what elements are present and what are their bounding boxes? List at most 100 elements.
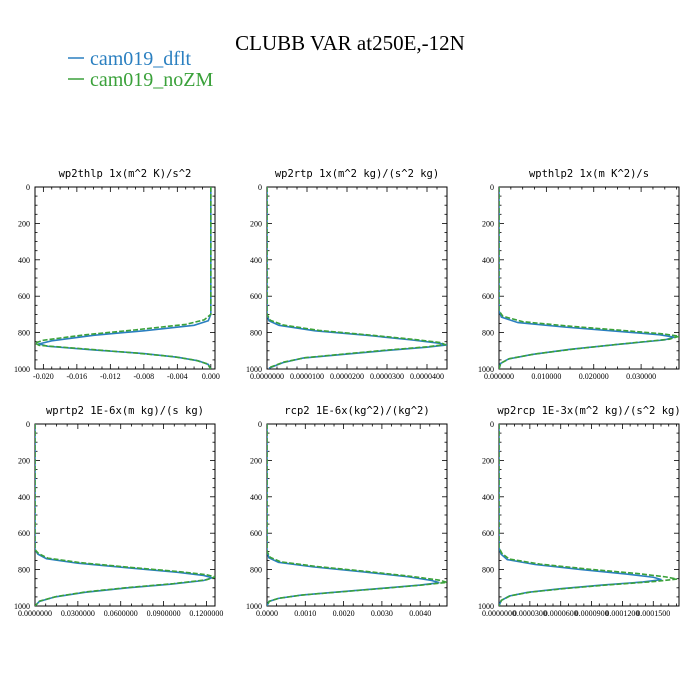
series-line-1-0 xyxy=(267,187,447,369)
y-tick-label-5-2: 400 xyxy=(482,493,494,502)
series-line-0-0 xyxy=(36,187,212,369)
y-tick-label-3-1: 200 xyxy=(18,456,30,465)
x-tick-label-1-1: 0.0000100 xyxy=(290,372,324,381)
y-tick-label-3-5: 1000 xyxy=(14,602,30,611)
y-tick-label-0-1: 200 xyxy=(18,219,30,228)
x-tick-label-5-3: 0.0000900 xyxy=(575,609,609,618)
y-tick-label-4-3: 600 xyxy=(250,529,262,538)
y-tick-label-3-2: 400 xyxy=(18,493,30,502)
y-tick-label-3-4: 800 xyxy=(18,566,30,575)
y-tick-label-4-0: 0 xyxy=(258,420,262,429)
x-tick-label-5-5: 0.0001500 xyxy=(636,609,670,618)
plot-frame-0 xyxy=(34,186,216,370)
x-tick-label-3-0: 0.0000000 xyxy=(18,609,52,618)
panel-title-0: wp2thlp 1x(m^2 K)/s^2 xyxy=(59,168,192,180)
y-tick-label-1-4: 800 xyxy=(250,329,262,338)
series-line-3-0 xyxy=(35,424,215,606)
x-tick-label-3-3: 0.0900000 xyxy=(147,609,181,618)
series-line-5-0 xyxy=(499,424,662,606)
y-tick-label-1-2: 400 xyxy=(250,256,262,265)
y-tick-label-0-4: 800 xyxy=(18,329,30,338)
figure-title: CLUBB VAR at250E,-12N xyxy=(235,31,465,55)
panels: wp2thlp 1x(m^2 K)/s^202004006008001000-0… xyxy=(14,168,681,618)
plot-frame-3 xyxy=(34,423,216,607)
legend-label-0: cam019_dflt xyxy=(90,48,192,70)
panel-title-3: wprtp2 1E-6x(m kg)/(s kg) xyxy=(46,405,204,417)
y-tick-label-5-1: 200 xyxy=(482,456,494,465)
y-tick-label-4-4: 800 xyxy=(250,566,262,575)
x-tick-label-4-0: 0.0000 xyxy=(256,609,278,618)
y-tick-label-1-1: 200 xyxy=(250,219,262,228)
x-tick-label-4-3: 0.0030 xyxy=(371,609,393,618)
x-tick-label-2-2: 0.020000 xyxy=(579,372,609,381)
series-line-5-1 xyxy=(499,424,678,606)
panel-3: wprtp2 1E-6x(m kg)/(s kg) 0 200 400 600 800 10… xyxy=(14,405,223,618)
x-tick-label-4-1: 0.0010 xyxy=(294,609,316,618)
x-tick-label-0-1: -0.016 xyxy=(67,372,88,381)
y-tick-label-0-3: 600 xyxy=(18,292,30,301)
x-tick-label-4-4: 0.0040 xyxy=(409,609,431,618)
x-tick-label-0-3: -0.008 xyxy=(134,372,155,381)
x-tick-label-1-3: 0.0000300 xyxy=(370,372,404,381)
x-tick-label-0-5: 0.000 xyxy=(202,372,220,381)
y-tick-label-4-1: 200 xyxy=(250,456,262,465)
y-tick-label-3-0: 0 xyxy=(26,420,30,429)
panel-5: wp2rcp 1E-3x(m^2 kg)/(s^2 kg)0 200 400 600 8… xyxy=(478,405,681,618)
x-tick-label-0-4: -0.004 xyxy=(167,372,188,381)
y-tick-label-5-3: 600 xyxy=(482,529,494,538)
series-line-1-1 xyxy=(267,187,447,369)
y-tick-label-2-4: 800 xyxy=(482,329,494,338)
x-tick-label-0-0: -0.020 xyxy=(33,372,54,381)
y-tick-label-0-2: 400 xyxy=(18,256,30,265)
y-tick-label-2-2: 400 xyxy=(482,256,494,265)
y-tick-label-1-3: 600 xyxy=(250,292,262,301)
panel-4: rcp2 1E-6x(kg^2)/(kg^2) 0 200 400 600 800 1000… xyxy=(246,405,448,618)
y-tick-label-0-0: 0 xyxy=(26,183,30,192)
panel-2: wpthlp2 1x(m K^2)/s 0 200 400 600 800 10000.00… xyxy=(478,168,680,381)
x-tick-label-2-3: 0.030000 xyxy=(626,372,656,381)
x-tick-label-5-2: 0.0000600 xyxy=(544,609,578,618)
series-line-3-1 xyxy=(35,424,215,606)
y-tick-label-2-5: 1000 xyxy=(478,365,494,374)
x-tick-label-5-1: 0.0000300 xyxy=(513,609,547,618)
x-tick-label-1-4: 0.0000400 xyxy=(410,372,444,381)
y-tick-label-2-3: 600 xyxy=(482,292,494,301)
y-tick-label-0-5: 1000 xyxy=(14,365,30,374)
y-tick-label-1-0: 0 xyxy=(258,183,262,192)
panel-title-4: rcp2 1E-6x(kg^2)/(kg^2) xyxy=(284,405,429,417)
y-tick-label-1-5: 1000 xyxy=(246,365,262,374)
panel-1: wp2rtp 1x(m^2 kg)/(s^2 kg) 0 200 400 600 800 1… xyxy=(246,168,448,381)
x-tick-label-2-0: 0.000000 xyxy=(484,372,514,381)
x-tick-label-3-2: 0.0600000 xyxy=(104,609,138,618)
x-tick-label-5-0: 0.0000000 xyxy=(482,609,516,618)
x-tick-label-0-2: -0.012 xyxy=(100,372,121,381)
panel-0: wp2thlp 1x(m^2 K)/s^202004006008001000-0… xyxy=(14,168,220,381)
plot-frame-5 xyxy=(498,423,680,607)
y-tick-label-5-5: 1000 xyxy=(478,602,494,611)
y-tick-label-3-3: 600 xyxy=(18,529,30,538)
y-tick-label-2-0: 0 xyxy=(490,183,494,192)
x-tick-label-1-0: 0.0000000 xyxy=(250,372,284,381)
series-line-2-1 xyxy=(499,187,679,369)
panel-title-1: wp2rtp 1x(m^2 kg)/(s^2 kg) xyxy=(275,168,439,180)
series-line-0-1 xyxy=(35,187,212,369)
series-line-2-0 xyxy=(499,187,675,369)
y-tick-label-4-5: 1000 xyxy=(246,602,262,611)
y-tick-label-2-1: 200 xyxy=(482,219,494,228)
y-tick-label-4-2: 400 xyxy=(250,493,262,502)
legend-label-1: cam019_noZM xyxy=(90,69,214,91)
x-tick-label-4-2: 0.0020 xyxy=(333,609,355,618)
y-tick-label-5-0: 0 xyxy=(490,420,494,429)
x-tick-label-1-2: 0.0000200 xyxy=(330,372,364,381)
panel-title-5: wp2rcp 1E-3x(m^2 kg)/(s^2 kg) xyxy=(497,405,680,417)
series-line-4-1 xyxy=(267,424,447,606)
x-tick-label-5-4: 0.0001200 xyxy=(605,609,639,618)
x-tick-label-3-1: 0.0300000 xyxy=(61,609,95,618)
y-tick-label-5-4: 800 xyxy=(482,566,494,575)
x-tick-label-3-4: 0.1200000 xyxy=(189,609,223,618)
series-line-4-0 xyxy=(267,424,440,606)
panel-title-2: wpthlp2 1x(m K^2)/s xyxy=(529,168,649,180)
x-tick-label-2-1: 0.010000 xyxy=(531,372,561,381)
